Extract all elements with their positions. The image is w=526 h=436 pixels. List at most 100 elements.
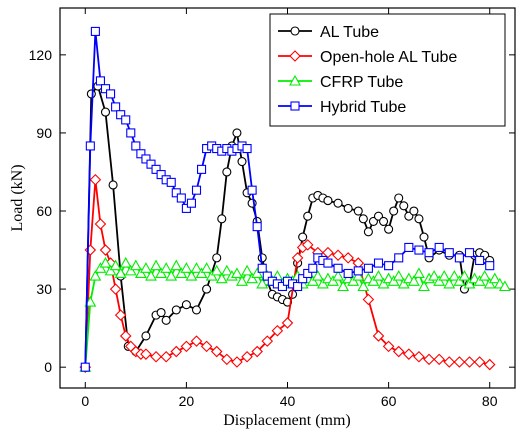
data-point bbox=[343, 203, 353, 213]
data-point bbox=[116, 110, 126, 120]
data-point bbox=[443, 277, 456, 289]
data-point bbox=[316, 277, 329, 289]
x-tick-label: 0 bbox=[81, 393, 89, 409]
data-point bbox=[241, 350, 253, 363]
data-point bbox=[293, 281, 303, 292]
data-point bbox=[212, 253, 222, 263]
legend-item: Hybrid Tube bbox=[278, 99, 406, 116]
data-point bbox=[140, 262, 152, 273]
legend-label: AL Tube bbox=[320, 24, 379, 41]
x-axis-title: Displacement (mm) bbox=[223, 412, 351, 429]
data-point bbox=[454, 253, 464, 263]
data-point bbox=[488, 272, 501, 284]
data-point bbox=[387, 275, 400, 286]
data-point bbox=[247, 185, 257, 195]
data-point bbox=[478, 269, 491, 281]
data-point bbox=[222, 167, 232, 177]
data-point bbox=[337, 280, 350, 292]
data-point bbox=[413, 350, 425, 363]
data-point bbox=[357, 280, 370, 292]
data-point bbox=[210, 264, 223, 276]
data-point bbox=[114, 267, 127, 279]
data-point bbox=[190, 262, 203, 273]
data-point bbox=[423, 353, 435, 366]
data-point bbox=[166, 177, 176, 187]
data-point bbox=[407, 275, 420, 286]
data-point bbox=[197, 164, 207, 174]
data-point bbox=[256, 277, 269, 289]
data-point bbox=[236, 275, 248, 286]
data-point bbox=[483, 358, 496, 371]
legend-marker bbox=[290, 26, 300, 36]
data-point bbox=[373, 258, 384, 268]
data-point bbox=[231, 267, 243, 279]
data-point bbox=[104, 264, 117, 276]
data-point bbox=[100, 84, 111, 94]
data-point bbox=[413, 267, 425, 279]
data-point bbox=[257, 263, 267, 273]
data-point bbox=[246, 272, 259, 284]
data-point bbox=[185, 269, 198, 281]
data-point bbox=[443, 356, 456, 368]
legend-item: Open-hole AL Tube bbox=[278, 49, 457, 66]
data-point bbox=[281, 317, 294, 329]
data-point bbox=[119, 330, 132, 342]
data-point bbox=[111, 102, 121, 112]
data-point bbox=[414, 245, 424, 255]
data-point bbox=[251, 345, 263, 358]
data-point bbox=[291, 252, 304, 264]
data-point bbox=[392, 269, 405, 281]
data-point bbox=[176, 193, 186, 203]
data-point bbox=[217, 214, 227, 224]
data-point bbox=[84, 244, 97, 256]
x-tick-label: 80 bbox=[482, 393, 498, 409]
legend-label: Hybrid Tube bbox=[320, 99, 406, 116]
data-point bbox=[448, 269, 461, 281]
y-tick-label: 0 bbox=[44, 359, 52, 375]
data-point bbox=[409, 206, 419, 216]
data-point bbox=[392, 345, 405, 358]
data-point bbox=[362, 293, 375, 306]
data-point bbox=[99, 256, 112, 268]
data-point bbox=[119, 256, 132, 268]
data-point bbox=[205, 269, 218, 281]
data-point bbox=[180, 340, 193, 353]
data-point bbox=[458, 269, 471, 281]
data-point bbox=[498, 280, 511, 292]
data-point bbox=[453, 275, 466, 286]
data-point bbox=[202, 284, 212, 294]
data-point bbox=[464, 248, 475, 258]
data-point bbox=[171, 305, 181, 315]
data-point bbox=[175, 267, 188, 279]
data-point bbox=[394, 253, 404, 263]
data-point bbox=[473, 356, 486, 368]
data-point bbox=[180, 262, 193, 273]
data-point bbox=[85, 141, 95, 151]
data-point bbox=[347, 275, 360, 286]
x-tick-label: 40 bbox=[280, 393, 296, 409]
x-tick-label: 60 bbox=[381, 393, 397, 409]
data-point bbox=[372, 269, 385, 281]
data-point bbox=[428, 269, 441, 281]
data-point bbox=[473, 275, 486, 286]
data-point bbox=[129, 259, 142, 271]
data-point bbox=[126, 128, 136, 138]
data-point bbox=[146, 159, 156, 169]
data-point bbox=[89, 269, 102, 281]
y-axis-title: Load (kN) bbox=[9, 164, 26, 231]
data-point bbox=[181, 203, 191, 213]
x-tick-label: 20 bbox=[179, 393, 195, 409]
data-point bbox=[271, 324, 284, 337]
data-point bbox=[424, 248, 434, 258]
data-point bbox=[303, 268, 313, 279]
y-tick-label: 120 bbox=[29, 47, 53, 63]
data-point bbox=[150, 259, 162, 271]
data-point bbox=[311, 269, 324, 281]
data-point bbox=[84, 295, 97, 307]
data-point bbox=[89, 174, 102, 186]
data-point bbox=[190, 335, 203, 347]
legend-marker bbox=[289, 50, 301, 62]
data-point bbox=[262, 271, 272, 281]
data-point bbox=[94, 262, 107, 273]
